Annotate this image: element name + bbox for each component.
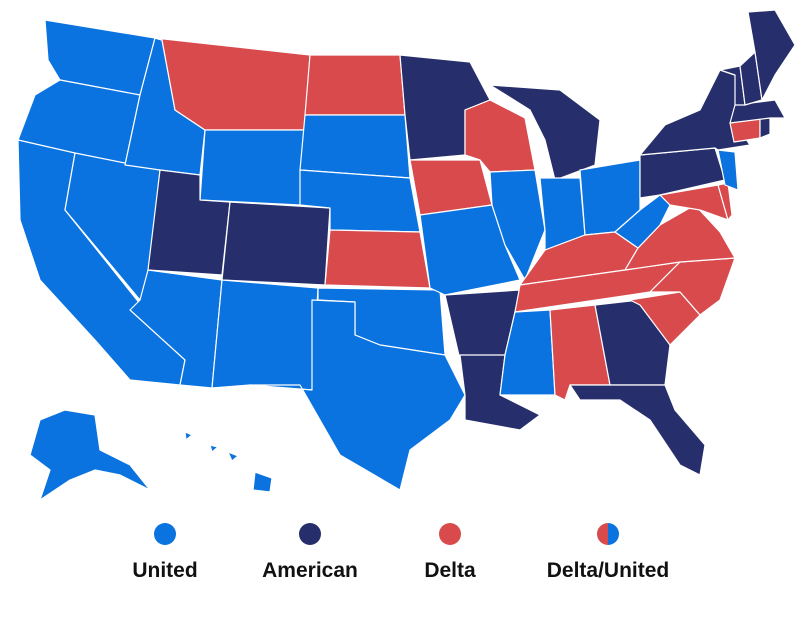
- legend: United American Delta Delta/United: [0, 515, 800, 615]
- state-nm: [211, 279, 319, 391]
- legend-label-american: American: [262, 559, 358, 582]
- state-sc: [629, 291, 701, 346]
- state-ma: [729, 99, 786, 124]
- legend-label-delta-united: Delta/United: [546, 559, 670, 582]
- state-tx: [249, 299, 466, 491]
- state-hi: [184, 431, 273, 493]
- legend-item-delta: Delta: [365, 515, 535, 583]
- american-swatch: [299, 523, 321, 545]
- state-ks: [324, 229, 431, 289]
- state-ak: [29, 409, 151, 501]
- state-md: [659, 184, 729, 221]
- legend-label-delta: Delta: [424, 559, 476, 582]
- legend-label-united: United: [132, 559, 198, 582]
- state-sd: [299, 114, 411, 179]
- state-nd: [304, 54, 406, 116]
- state-wy: [199, 129, 306, 206]
- state-vt: [719, 65, 746, 106]
- delta-united-swatch: [597, 523, 619, 545]
- state-mi: [489, 84, 601, 181]
- legend-item-american: American: [225, 515, 395, 583]
- us-airline-map: [17, 9, 796, 501]
- delta-swatch: [439, 523, 461, 545]
- state-ms: [499, 309, 556, 396]
- state-me: [747, 9, 796, 101]
- legend-item-united: United: [80, 515, 250, 583]
- united-swatch: [154, 523, 176, 545]
- state-ri: [759, 117, 771, 139]
- state-co: [221, 201, 331, 286]
- state-fl: [569, 384, 706, 476]
- state-nj: [717, 149, 739, 191]
- legend-item-delta-united: Delta/United: [523, 515, 693, 583]
